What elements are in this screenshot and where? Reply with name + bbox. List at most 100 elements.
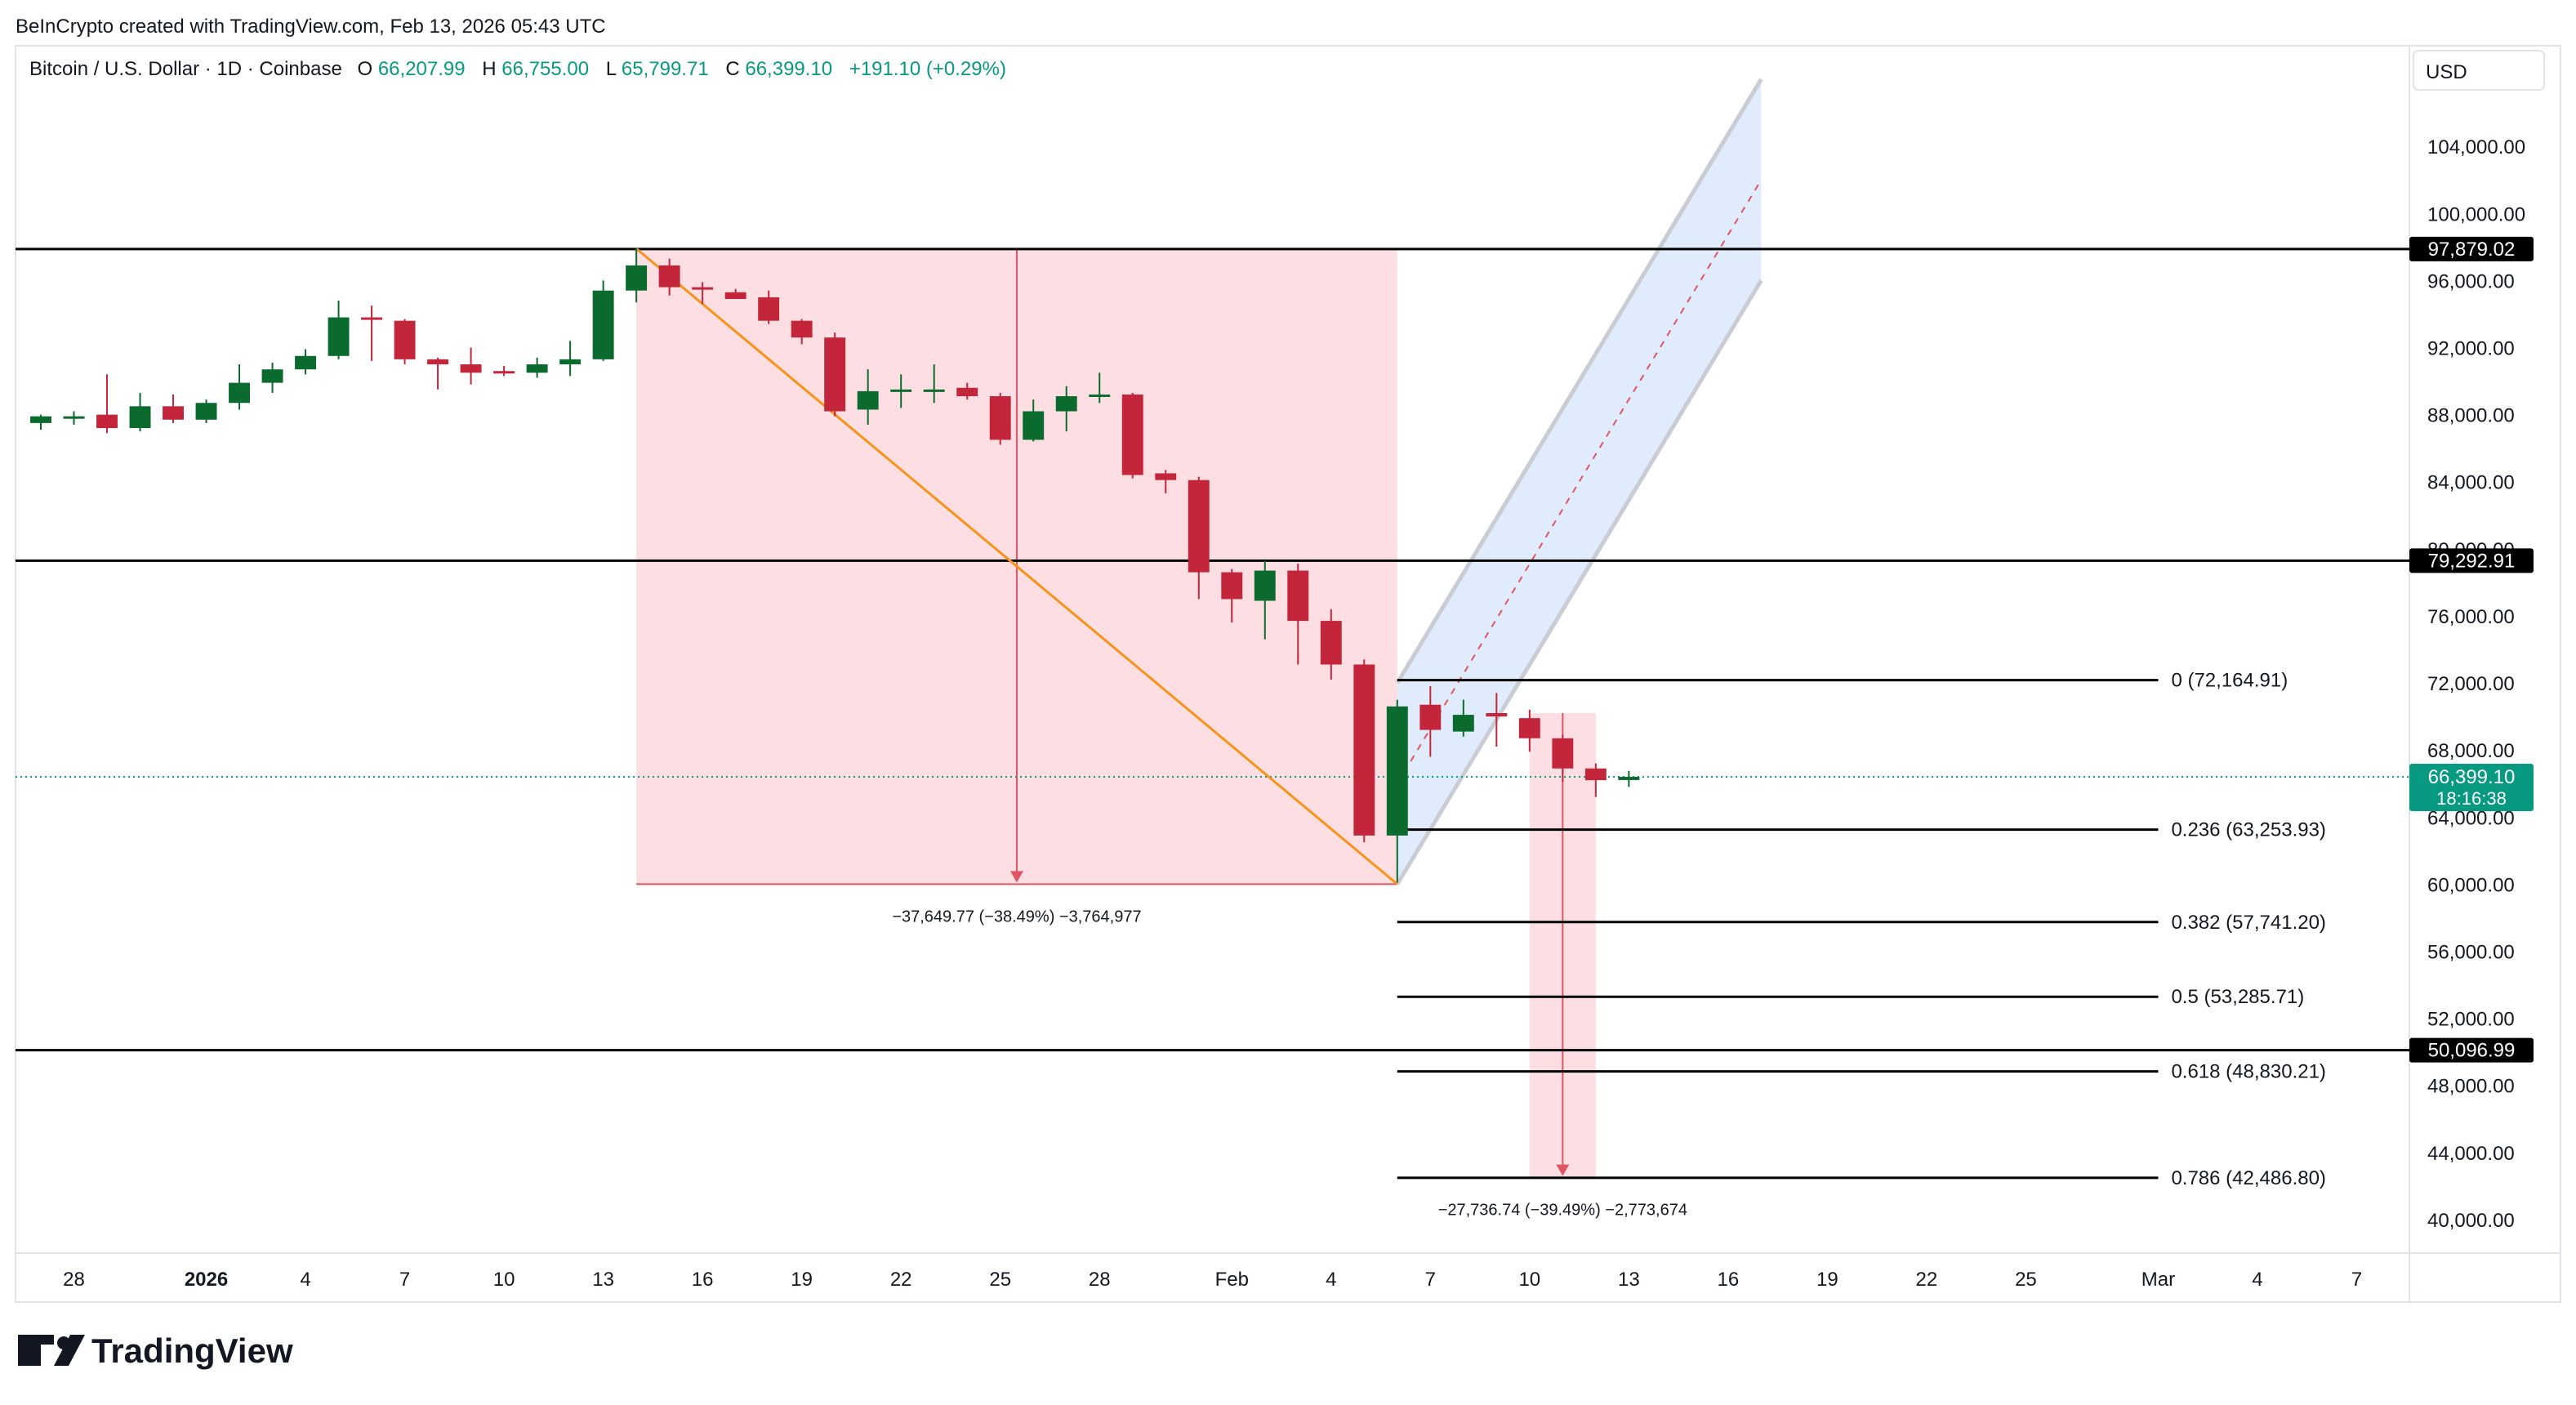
candle-body-39 bbox=[1320, 621, 1342, 665]
x-tick-label-16: 16 bbox=[1718, 1269, 1740, 1291]
candle-body-37 bbox=[1254, 570, 1276, 601]
x-tick-label-10: 28 bbox=[1089, 1269, 1111, 1291]
candle-body-15 bbox=[526, 364, 548, 373]
open-value: 66,207.99 bbox=[378, 58, 466, 80]
fib-label-3: 0.5 (53,285.71) bbox=[2171, 986, 2304, 1008]
candle-body-32 bbox=[1089, 394, 1111, 397]
channel-lower-edge bbox=[1395, 279, 1763, 885]
candle-body-17 bbox=[592, 290, 614, 359]
change-value: +191.10 (+0.29%) bbox=[849, 58, 1006, 80]
candle-body-40 bbox=[1353, 664, 1375, 836]
measure-1-arrow-head bbox=[1009, 871, 1023, 883]
candle-body-10 bbox=[361, 317, 383, 320]
key-level-tag-1-bg bbox=[2409, 548, 2534, 573]
time-axis[interactable]: 28 2026 4 7 10 13 16 19 22 25 28 Feb 4 7 10 13 16 19 22 25 M… bbox=[63, 1269, 2362, 1291]
candle-body-14 bbox=[493, 371, 515, 374]
key-level-tag-0-bg bbox=[2409, 236, 2534, 261]
candle-body-46 bbox=[1552, 738, 1574, 769]
candle-body-47 bbox=[1584, 768, 1607, 781]
candle-body-36 bbox=[1221, 572, 1243, 600]
x-tick-label-18: 22 bbox=[1916, 1269, 1938, 1291]
x-tick-label-0: 28 bbox=[63, 1269, 85, 1291]
low-value: 65,799.71 bbox=[622, 58, 709, 80]
y-tick-label-14: 96,000.00 bbox=[2427, 270, 2515, 292]
candle-body-25 bbox=[857, 390, 879, 410]
tradingview-brand-name: TradingView bbox=[91, 1331, 293, 1370]
candle-body-28 bbox=[956, 387, 978, 397]
candle-body-27 bbox=[923, 389, 945, 392]
key-level-tag-2-bg bbox=[2409, 1037, 2534, 1063]
key-level-tag-label-0: 97,879.02 bbox=[2428, 239, 2516, 261]
candle-body-5 bbox=[195, 403, 217, 420]
candle-body-33 bbox=[1121, 394, 1143, 475]
price-tags-layer: 97,879.02 79,292.91 50,096.99 66,399.1018:1… bbox=[2409, 236, 2534, 1063]
candle-body-12 bbox=[427, 359, 449, 365]
channel-layer bbox=[1395, 78, 1763, 885]
candle-body-13 bbox=[460, 364, 482, 373]
fib-layer: 0 (72,164.91) 0.236 (63,253.93) 0.382 (57,… bbox=[1397, 670, 2326, 1189]
x-tick-label-4: 10 bbox=[493, 1269, 515, 1291]
channel-upper-edge bbox=[1395, 78, 1763, 685]
y-tick-label-11: 84,000.00 bbox=[2427, 472, 2515, 494]
candle-body-8 bbox=[295, 355, 317, 370]
trendline-layer bbox=[635, 248, 1398, 885]
fib-label-5: 0.786 (42,486.80) bbox=[2171, 1167, 2325, 1189]
y-tick-label-7: 68,000.00 bbox=[2427, 740, 2515, 762]
y-tick-label-16: 104,000.00 bbox=[2427, 136, 2525, 158]
x-tick-label-9: 25 bbox=[989, 1269, 1011, 1291]
measure-2-arrow-head bbox=[1556, 1164, 1570, 1176]
x-tick-label-20: Mar bbox=[2141, 1269, 2175, 1291]
measure-2-label: −27,736.74 (−39.49%) −2,773,674 bbox=[1438, 1202, 1687, 1220]
y-tick-label-3: 52,000.00 bbox=[2427, 1009, 2515, 1031]
currency-selector[interactable] bbox=[2413, 50, 2545, 91]
x-tick-label-15: 13 bbox=[1618, 1269, 1640, 1291]
x-tick-label-3: 7 bbox=[399, 1269, 410, 1291]
candle-body-0 bbox=[30, 416, 51, 423]
y-tick-label-4: 56,000.00 bbox=[2427, 942, 2515, 964]
fib-label-4: 0.618 (48,830.21) bbox=[2171, 1061, 2325, 1083]
y-tick-label-13: 92,000.00 bbox=[2427, 338, 2515, 360]
candle-body-3 bbox=[129, 406, 151, 429]
symbol-legend: Bitcoin / U.S. Dollar · 1D · Coinbase O … bbox=[29, 58, 1006, 80]
candle-body-22 bbox=[758, 297, 780, 321]
y-tick-label-2: 48,000.00 bbox=[2427, 1076, 2515, 1098]
candle-body-23 bbox=[791, 320, 813, 338]
candle-body-48 bbox=[1618, 777, 1640, 780]
levels-layer bbox=[16, 248, 2409, 1052]
tradingview-logo-icon bbox=[18, 1335, 85, 1366]
y-tick-label-1: 44,000.00 bbox=[2427, 1143, 2515, 1165]
candle-body-42 bbox=[1419, 704, 1442, 730]
high-label: H bbox=[482, 58, 496, 80]
candle-body-31 bbox=[1055, 396, 1077, 412]
measure-1-label: −37,649.77 (−38.49%) −3,764,977 bbox=[892, 908, 1141, 926]
x-tick-label-6: 16 bbox=[692, 1269, 714, 1291]
current-price-tag-bg bbox=[2409, 764, 2534, 812]
candle-body-29 bbox=[989, 396, 1011, 440]
x-tick-label-14: 10 bbox=[1518, 1269, 1540, 1291]
candle-body-41 bbox=[1386, 706, 1408, 836]
fib-label-2: 0.382 (57,741.20) bbox=[2171, 912, 2325, 934]
candle-body-16 bbox=[559, 359, 582, 365]
x-tick-label-22: 7 bbox=[2351, 1269, 2362, 1291]
countdown-label: 18:16:38 bbox=[2436, 788, 2507, 809]
currency-label: USD bbox=[2426, 61, 2467, 83]
x-tick-label-17: 19 bbox=[1816, 1269, 1838, 1291]
x-tick-label-11: Feb bbox=[1215, 1269, 1249, 1291]
candle-body-11 bbox=[394, 320, 416, 359]
candles-layer bbox=[30, 248, 1640, 883]
fib-label-0: 0 (72,164.91) bbox=[2171, 670, 2288, 692]
candle-body-1 bbox=[63, 416, 85, 419]
y-tick-label-5: 60,000.00 bbox=[2427, 874, 2515, 896]
y-tick-label-12: 88,000.00 bbox=[2427, 405, 2515, 427]
candle-body-21 bbox=[724, 292, 747, 299]
candle-body-34 bbox=[1155, 473, 1177, 480]
candle-body-45 bbox=[1518, 718, 1540, 738]
candle-body-19 bbox=[658, 265, 680, 288]
candle-body-38 bbox=[1287, 570, 1309, 622]
y-tick-label-9: 76,000.00 bbox=[2427, 606, 2515, 628]
candle-body-6 bbox=[229, 382, 251, 404]
x-tick-label-12: 4 bbox=[1326, 1269, 1336, 1291]
candle-body-35 bbox=[1188, 479, 1210, 573]
open-label: O bbox=[357, 58, 372, 80]
